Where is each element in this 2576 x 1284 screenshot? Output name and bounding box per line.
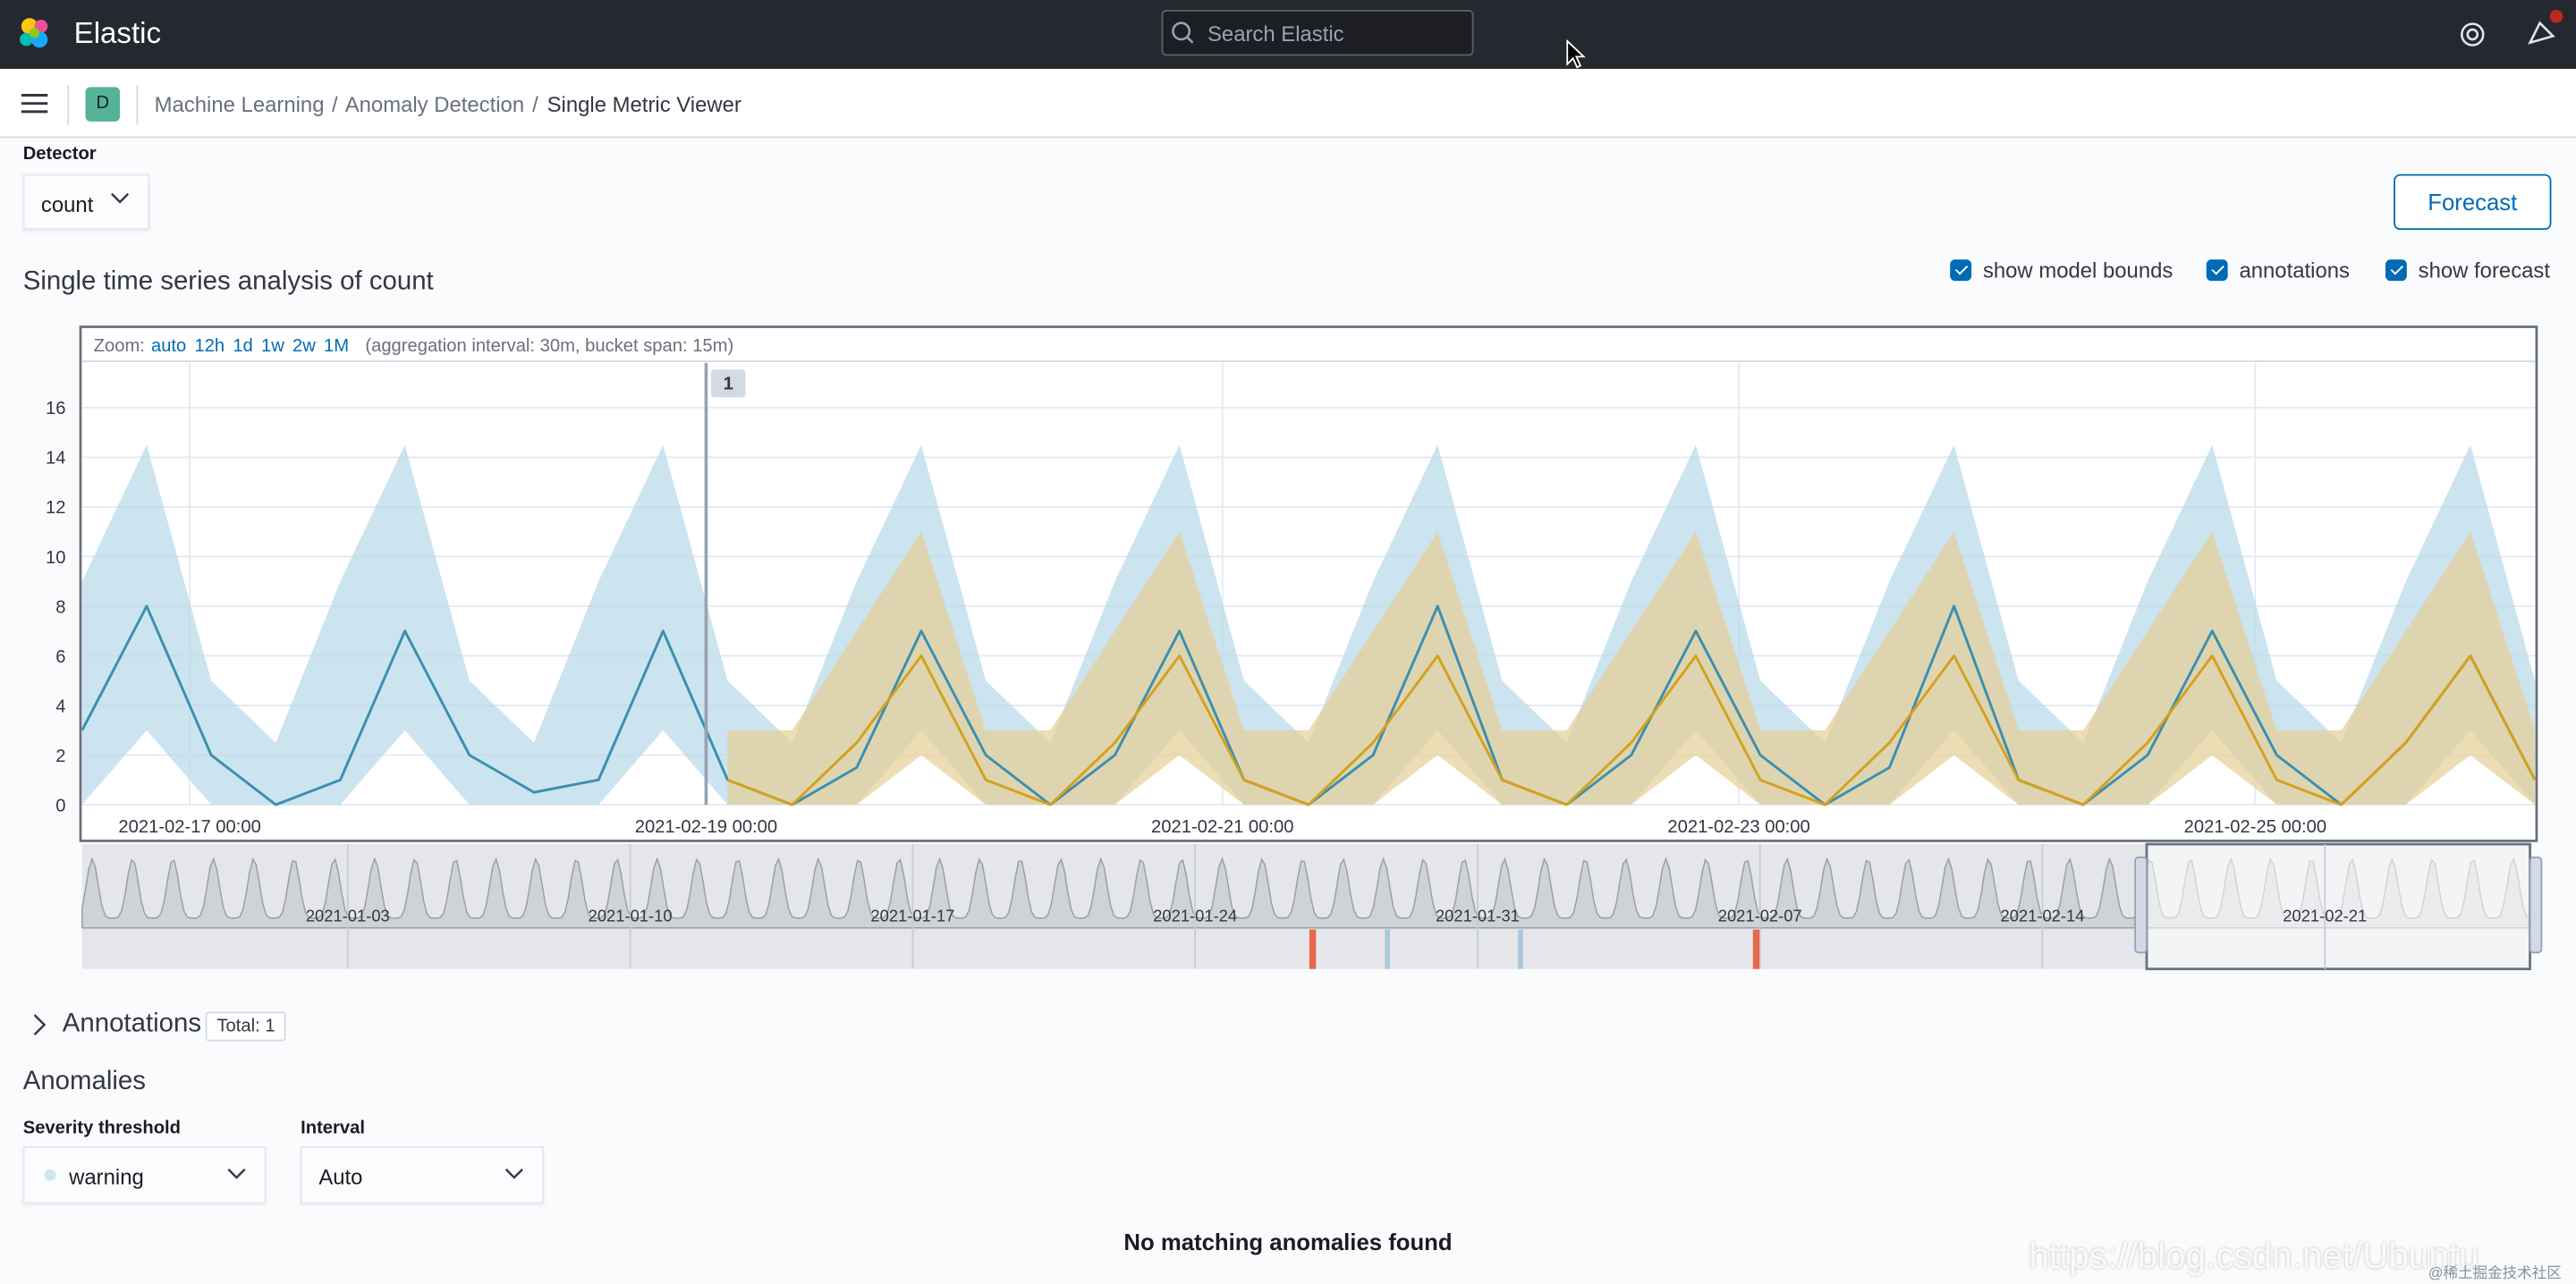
y-tick-label: 4 (55, 697, 65, 716)
y-tick-label: 10 (46, 548, 65, 568)
chevron (227, 1168, 246, 1179)
search-field[interactable]: Search Elastic (1161, 10, 1474, 56)
severity-label: Severity threshold (22, 1118, 182, 1138)
y-tick-label: 0 (55, 796, 65, 815)
brand[interactable]: Elastic (73, 16, 162, 50)
checkbox[interactable] (2385, 259, 2407, 282)
breadcrumb-separator: / (532, 91, 538, 117)
detector-select[interactable]: count (22, 173, 150, 231)
empty-message: No matching anomalies found (1123, 1228, 1453, 1255)
checkbox[interactable] (2206, 259, 2228, 282)
toggle[interactable]: show forecast (2385, 258, 2550, 283)
anomaly-marker (1385, 929, 1390, 969)
navigator-tick-label: 2021-01-31 (1436, 906, 1520, 925)
search-icon (1172, 21, 1194, 44)
toggle[interactable]: show model bounds (1950, 258, 2173, 283)
detector-value: count (40, 191, 94, 217)
help-icon[interactable] (2458, 20, 2487, 49)
interval-label: Interval (301, 1118, 366, 1138)
severity-select[interactable]: warning (22, 1146, 267, 1204)
y-tick-label: 6 (55, 647, 65, 667)
navigator-tick-label: 2021-01-17 (870, 906, 954, 925)
toggle-label: show model bounds (1982, 258, 2174, 283)
toggle[interactable]: annotations (2206, 258, 2350, 283)
severity-dot (44, 1169, 56, 1181)
severity-value: warning (69, 1164, 144, 1189)
anomaly-marker (1518, 929, 1523, 969)
forecast-button[interactable]: Forecast (2394, 173, 2552, 231)
navigator-tick-label: 2021-02-21 (2283, 906, 2367, 925)
elastic-logo[interactable] (16, 15, 52, 51)
interval-select[interactable]: Auto (301, 1146, 544, 1204)
y-tick-label: 12 (46, 498, 65, 518)
zoom-option[interactable]: 1w (261, 336, 284, 356)
menu-icon[interactable] (20, 92, 49, 115)
navigator-tick-label: 2021-02-14 (2001, 906, 2085, 925)
forecast-line (726, 654, 2537, 807)
detector-label: Detector (22, 144, 97, 165)
toggle-label: show forecast (2418, 258, 2550, 283)
zoom-option[interactable]: 12h (194, 336, 225, 356)
y-tick-label: 16 (46, 399, 65, 418)
breadcrumb[interactable]: Machine Learning (154, 91, 325, 117)
y-tick-label: 2 (55, 747, 65, 766)
anomalies-title: Anomalies (22, 1067, 146, 1096)
breadcrumb-bar (0, 69, 2576, 139)
mouse-cursor (1566, 39, 1586, 69)
forecast-bounds (727, 531, 2536, 806)
navigator-handle[interactable] (2134, 856, 2148, 954)
news-icon[interactable] (2523, 6, 2566, 49)
zoom-option[interactable]: 1d (233, 336, 252, 356)
annotation-label: 1 (724, 374, 733, 393)
navigator-wave (81, 857, 2531, 929)
anomaly-marker (1309, 929, 1317, 969)
divider (136, 85, 139, 125)
navigator-tick-label: 2021-02-07 (1718, 906, 1802, 925)
y-tick-label: 14 (46, 449, 65, 469)
annotations-total: Total: 1 (205, 1011, 287, 1042)
x-tick-label: 2021-02-19 00:00 (635, 817, 777, 837)
chart-title: Single time series analysis of count (22, 267, 434, 296)
navigator-tick-label: 2021-01-10 (589, 906, 673, 925)
breadcrumb-current: Single Metric Viewer (547, 91, 741, 117)
x-tick-label: 2021-02-23 00:00 (1667, 817, 1809, 837)
x-tick-label: 2021-02-17 00:00 (118, 817, 260, 837)
divider (67, 85, 70, 125)
space-avatar[interactable]: D (85, 87, 121, 122)
y-tick-label: 8 (55, 597, 65, 617)
zoom-option[interactable]: 1M (324, 336, 349, 356)
watermark: https://blog.csdn.net/Ubuntu (2029, 1235, 2479, 1277)
navigator-tick-label: 2021-01-03 (306, 906, 390, 925)
navigator-handle[interactable] (2529, 856, 2543, 954)
anomaly-marker (1752, 929, 1760, 969)
breadcrumb-separator: / (332, 91, 338, 117)
navigator-selection[interactable] (2145, 842, 2531, 971)
interval-value: Auto (318, 1164, 363, 1189)
navigator-tick-label: 2021-01-24 (1153, 906, 1237, 925)
watermark-credit: @稀土掘金技术社区 (2428, 1264, 2562, 1281)
zoom-option[interactable]: 2w (292, 336, 316, 356)
x-tick-label: 2021-02-21 00:00 (1151, 817, 1293, 837)
annotation-marker[interactable] (710, 369, 746, 398)
zoom-option[interactable]: auto (151, 336, 186, 356)
chevron (111, 192, 130, 204)
toggle-label: annotations (2239, 258, 2350, 283)
annotations-title[interactable]: Annotations (62, 1009, 202, 1038)
zoom-label: Zoom: (94, 336, 145, 356)
chevron (504, 1168, 523, 1179)
expand-icon[interactable] (30, 1013, 49, 1036)
checkbox[interactable] (1950, 259, 1972, 282)
zoom-note: (aggregation interval: 30m, bucket span:… (365, 336, 733, 356)
x-tick-label: 2021-02-25 00:00 (2184, 817, 2326, 837)
breadcrumb[interactable]: Anomaly Detection (344, 91, 525, 117)
